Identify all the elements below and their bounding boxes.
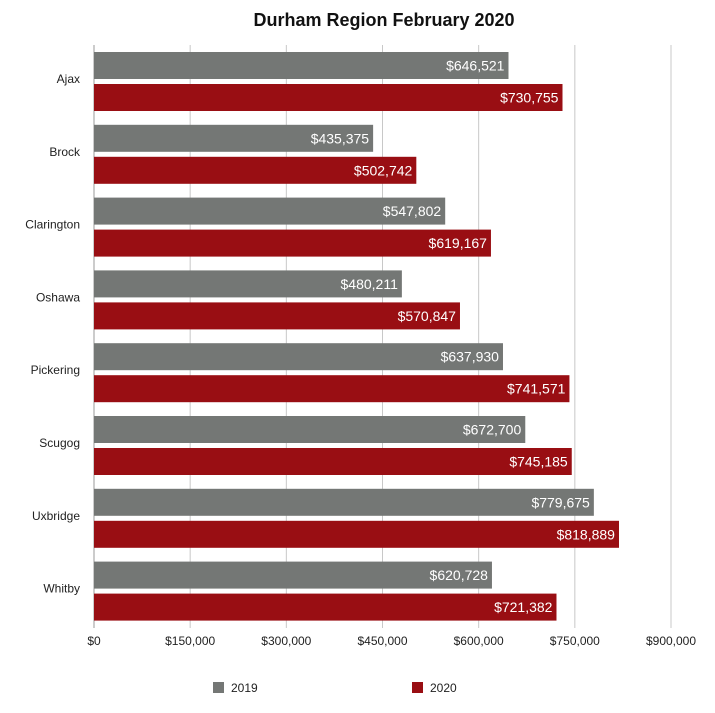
data-label: $721,382 xyxy=(494,599,553,615)
bar-2020 xyxy=(94,156,417,184)
category-labels: Ajax Brock Clarington Oshawa Pickering Scugog… xyxy=(25,72,81,596)
bar-2020 xyxy=(94,84,563,111)
data-label: $502,742 xyxy=(354,162,413,178)
category-label: Pickering xyxy=(31,363,80,377)
data-label: $779,675 xyxy=(531,494,590,510)
x-tick-label: $600,000 xyxy=(454,634,504,648)
bar-2019 xyxy=(94,124,374,152)
category-label: Ajax xyxy=(57,72,80,86)
bar-2019 xyxy=(94,52,509,79)
bar-2019 xyxy=(94,343,503,371)
bar-2020 xyxy=(94,520,619,548)
category-label: Whitby xyxy=(43,582,80,596)
data-label: $570,847 xyxy=(398,308,457,324)
x-tick-labels: $0 $150,000 $300,000 $450,000 $600,000 $750,0… xyxy=(87,634,696,648)
legend-swatch-2020 xyxy=(412,682,423,693)
category-label: Uxbridge xyxy=(32,509,80,523)
bar-2019 xyxy=(94,197,446,225)
data-label: $435,375 xyxy=(311,130,370,146)
legend-swatch-2019 xyxy=(213,682,224,693)
bar-2019 xyxy=(94,270,402,298)
x-tick-label: $150,000 xyxy=(165,634,215,648)
bar-2020 xyxy=(94,229,491,257)
chart-title: Durham Region February 2020 xyxy=(253,10,514,30)
bar-2020 xyxy=(94,448,572,475)
data-label: $730,755 xyxy=(500,90,559,106)
data-label: $619,167 xyxy=(429,235,488,251)
data-label: $741,571 xyxy=(507,381,566,397)
data-label: $646,521 xyxy=(446,58,505,74)
legend-label: 2020 xyxy=(430,681,457,695)
bars: $646,521 $730,755 $435,375 $502,742 $547,802… xyxy=(94,52,619,621)
bar-2020 xyxy=(94,375,570,403)
x-tick-label: $0 xyxy=(87,634,101,648)
data-label: $620,728 xyxy=(430,567,489,583)
x-tick-label: $900,000 xyxy=(646,634,696,648)
x-tick-label: $450,000 xyxy=(357,634,407,648)
bar-2019 xyxy=(94,488,594,516)
category-label: Brock xyxy=(49,145,81,159)
legend: 2019 2020 xyxy=(213,681,457,695)
category-label: Scugog xyxy=(39,436,80,450)
data-label: $745,185 xyxy=(509,454,568,470)
data-label: $672,700 xyxy=(463,422,522,438)
data-label: $637,930 xyxy=(441,349,500,365)
bar-2020 xyxy=(94,302,460,330)
category-label: Clarington xyxy=(25,218,80,232)
category-label: Oshawa xyxy=(36,290,80,304)
data-label: $547,802 xyxy=(383,203,442,219)
bar-2019 xyxy=(94,561,492,589)
data-label: $818,889 xyxy=(557,526,616,542)
bar-2019 xyxy=(94,416,526,443)
data-label: $480,211 xyxy=(341,276,399,292)
x-tick-label: $750,000 xyxy=(550,634,600,648)
x-tick-label: $300,000 xyxy=(261,634,311,648)
bar-2020 xyxy=(94,593,557,621)
legend-label: 2019 xyxy=(231,681,258,695)
